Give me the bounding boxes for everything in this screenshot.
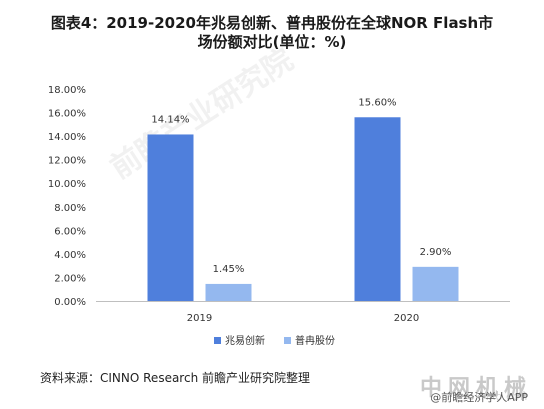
bar [205, 283, 252, 301]
y-tick-label: 6.00% [54, 226, 86, 237]
y-tick-label: 4.00% [54, 250, 86, 261]
legend-label: 兆易创新 [225, 334, 265, 347]
site-logo: 中网机械 [419, 376, 532, 401]
y-tick-label: 0.00% [54, 297, 86, 308]
source-note: 资料来源：CINNO Research 前瞻产业研究院整理 [40, 371, 310, 385]
x-tick-label: 2020 [394, 313, 419, 324]
y-tick-label: 14.00% [48, 132, 86, 143]
app-credit: @前瞻经济学人APP [430, 391, 528, 404]
legend-label: 普冉股份 [295, 334, 335, 347]
y-tick-label: 16.00% [48, 109, 86, 120]
site-logo-subtext: OKMAO.COM [467, 393, 528, 402]
x-tick-label: 2019 [187, 313, 212, 324]
bar [354, 117, 401, 302]
data-label: 1.45% [213, 264, 245, 275]
data-label: 15.60% [358, 97, 396, 108]
y-tick-label: 18.00% [48, 85, 86, 96]
y-tick-label: 12.00% [48, 156, 86, 167]
y-tick-label: 8.00% [54, 203, 86, 214]
bar [147, 134, 194, 301]
bar [412, 266, 459, 301]
chart-title-line-2: 场份额对比(单位：%) [197, 33, 347, 51]
chart-title-line-1: 图表4：2019-2020年兆易创新、普冉股份在全球NOR Flash市 [50, 14, 494, 32]
data-label: 2.90% [420, 247, 452, 258]
y-tick-label: 2.00% [54, 273, 86, 284]
data-label: 14.14% [151, 114, 189, 125]
y-tick-label: 10.00% [48, 179, 86, 190]
legend-swatch [214, 337, 221, 344]
legend-swatch [284, 337, 291, 344]
chart-title: 图表4：2019-2020年兆易创新、普冉股份在全球NOR Flash市 场份额… [0, 14, 544, 52]
